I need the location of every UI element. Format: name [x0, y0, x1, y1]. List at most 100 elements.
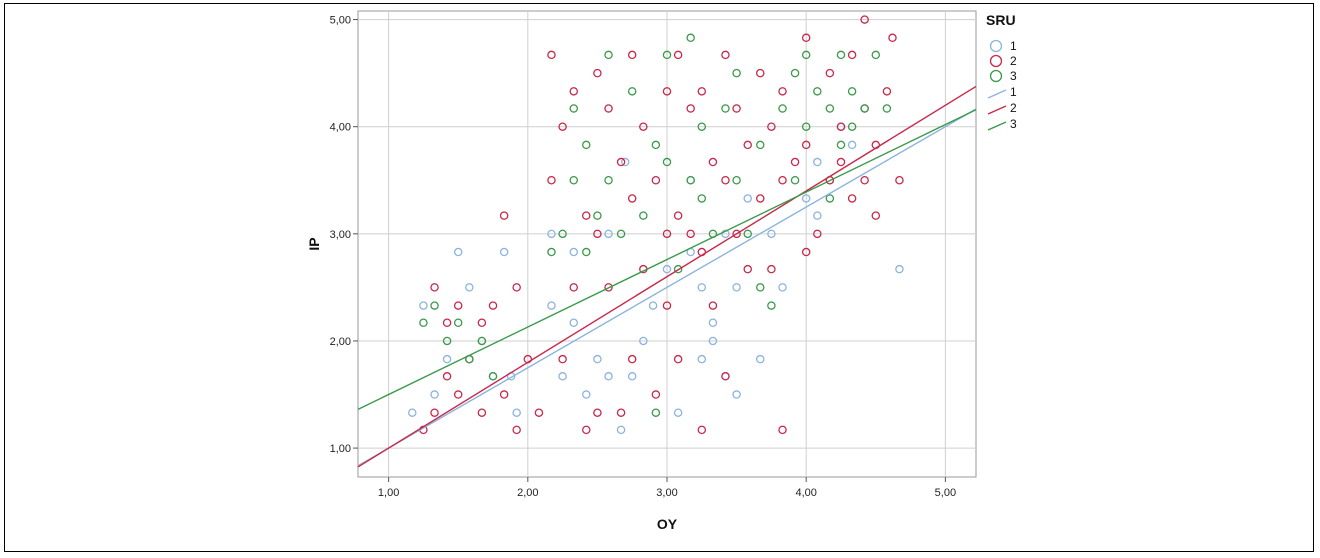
fit-line-sru-1 [357, 108, 977, 467]
data-point-sru-3 [604, 176, 613, 185]
data-point-sru-3 [732, 176, 741, 185]
data-point-sru-3 [453, 318, 463, 327]
data-point-sru-3 [813, 87, 822, 96]
data-point-sru-2 [651, 176, 661, 185]
data-point-sru-1 [721, 229, 730, 239]
data-point-sru-2 [778, 87, 787, 96]
legend-line-sru-2 [987, 105, 1007, 115]
data-point-sru-1 [697, 283, 707, 292]
data-point-sru-3 [825, 194, 835, 203]
legend-label-sru-1: 1 [1010, 39, 1017, 53]
data-point-sru-3 [836, 50, 846, 60]
data-point-sru-3 [662, 50, 672, 60]
data-point-sru-2 [767, 264, 776, 274]
data-point-sru-2 [627, 50, 637, 60]
data-point-sru-2 [616, 157, 626, 167]
data-point-sru-2 [756, 68, 765, 78]
data-point-sru-1 [408, 408, 417, 417]
data-point-sru-3 [488, 372, 498, 381]
data-point-sru-2 [860, 176, 869, 185]
data-points [408, 15, 904, 435]
data-point-sru-2 [778, 176, 787, 185]
data-point-sru-3 [721, 104, 730, 113]
legend-marker-sru-2 [989, 54, 1003, 68]
y-tick-label: 4,00 [330, 122, 351, 134]
data-point-sru-2 [756, 194, 765, 203]
legend-label-sru-3: 3 [1010, 69, 1017, 83]
data-point-sru-2 [895, 176, 904, 185]
data-point-sru-1 [801, 194, 811, 203]
data-point-sru-3 [732, 68, 741, 78]
data-point-sru-3 [569, 104, 578, 113]
data-point-sru-1 [558, 372, 567, 381]
data-point-sru-2 [708, 157, 718, 167]
data-point-sru-3 [569, 176, 578, 185]
data-point-sru-2 [558, 122, 567, 131]
data-point-sru-2 [778, 425, 787, 435]
x-tick-label: 2,00 [517, 487, 538, 499]
data-point-sru-1 [569, 247, 578, 257]
data-point-sru-3 [697, 194, 707, 203]
data-point-sru-1 [648, 301, 658, 310]
data-point-sru-3 [419, 318, 428, 327]
data-point-sru-2 [686, 229, 695, 239]
data-point-sru-1 [430, 390, 439, 399]
y-axis-title: IP [306, 237, 322, 250]
fit-line-sru-2 [357, 85, 977, 468]
data-point-sru-2 [593, 229, 602, 239]
data-point-sru-1 [697, 354, 707, 364]
fit-lines [357, 85, 977, 468]
data-point-sru-3 [836, 140, 846, 150]
data-point-sru-1 [895, 264, 904, 274]
data-point-sru-1 [620, 157, 630, 167]
data-point-sru-3 [558, 229, 567, 239]
data-point-sru-3 [825, 104, 835, 113]
x-tick-label: 4,00 [795, 487, 816, 499]
data-point-sru-1 [547, 301, 556, 310]
data-point-sru-2 [651, 390, 661, 399]
data-point-sru-2 [442, 372, 452, 381]
data-point-sru-3 [627, 87, 637, 96]
data-point-sru-1 [732, 390, 741, 399]
data-point-sru-2 [512, 283, 521, 292]
data-point-sru-1 [512, 408, 521, 417]
data-point-sru-2 [430, 283, 439, 292]
data-point-sru-1 [604, 229, 613, 239]
data-point-sru-2 [732, 229, 741, 239]
data-point-sru-2 [582, 211, 591, 220]
data-point-sru-3 [801, 50, 811, 60]
data-point-sru-2 [558, 354, 567, 364]
data-point-sru-3 [743, 229, 752, 239]
y-tick-label: 2,00 [330, 336, 351, 348]
data-point-sru-3 [604, 50, 613, 60]
legend-marker-sru-1 [989, 39, 1003, 53]
data-point-sru-1 [813, 157, 822, 167]
data-point-sru-2 [686, 104, 695, 113]
data-point-sru-1 [547, 229, 556, 239]
data-point-sru-2 [453, 301, 463, 310]
data-point-sru-3 [651, 408, 661, 417]
data-point-sru-3 [871, 50, 881, 60]
data-point-sru-1 [627, 372, 637, 381]
data-point-sru-1 [778, 283, 787, 292]
data-point-sru-3 [790, 68, 800, 78]
data-point-sru-2 [534, 408, 544, 417]
data-point-sru-3 [756, 283, 765, 292]
data-point-sru-2 [732, 104, 741, 113]
gridlines [353, 11, 976, 482]
data-point-sru-1 [569, 318, 578, 327]
y-tick-label: 5,00 [330, 15, 351, 27]
data-point-sru-2 [662, 87, 672, 96]
data-point-sru-2 [627, 354, 637, 364]
data-point-sru-2 [477, 318, 487, 327]
data-point-sru-2 [673, 211, 683, 220]
data-point-sru-1 [756, 354, 765, 364]
data-point-sru-3 [767, 301, 776, 310]
data-point-sru-1 [499, 247, 509, 257]
data-point-sru-2 [477, 408, 487, 417]
data-point-sru-3 [477, 336, 487, 346]
data-point-sru-2 [871, 211, 881, 220]
data-point-sru-1 [639, 336, 648, 346]
data-point-sru-2 [836, 157, 846, 167]
data-point-sru-3 [430, 301, 439, 310]
